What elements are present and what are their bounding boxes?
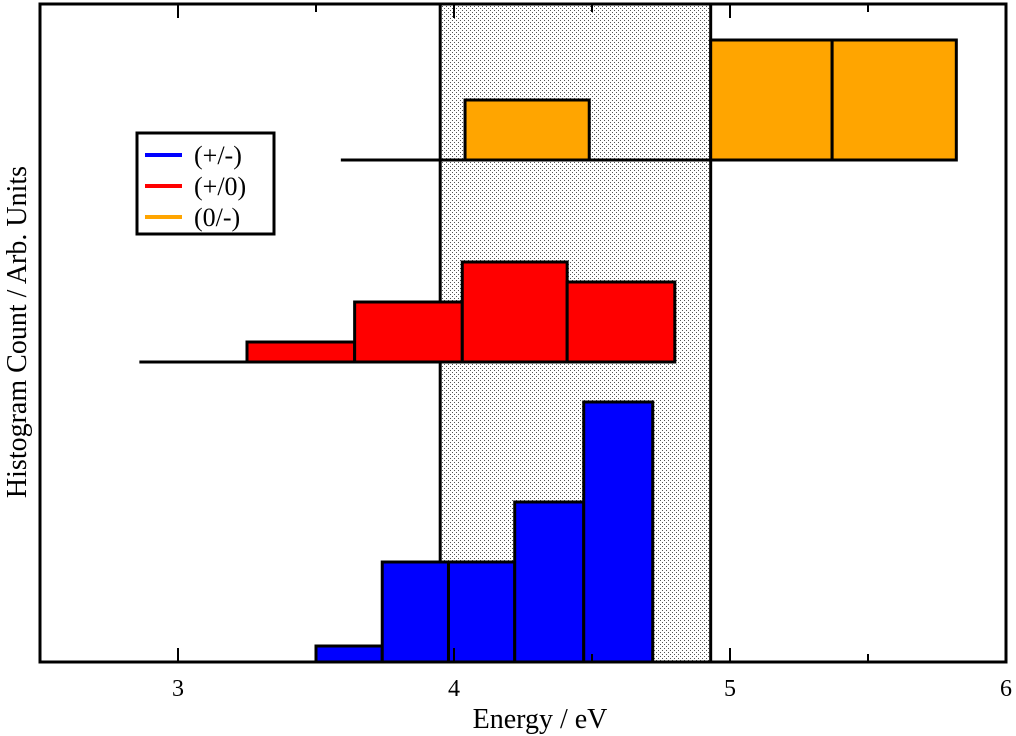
bar-0-3	[830, 38, 958, 162]
bar-0-0	[463, 98, 591, 162]
bar-0-2	[709, 38, 834, 162]
legend-entry: (+/0)	[194, 172, 246, 201]
bar-series-0-4	[582, 400, 655, 664]
bar-0-3	[565, 280, 677, 364]
x-tick-label: 4	[448, 676, 460, 702]
bar-series-0-3	[513, 500, 586, 664]
legend-entry: (+/-)	[194, 141, 242, 170]
bar-0-1	[353, 300, 464, 364]
legend: (+/-)(+/0)(0/-)	[135, 131, 276, 236]
x-tick-label: 6	[1000, 676, 1012, 702]
bar-series-0-0	[314, 644, 384, 664]
plot-frame	[38, 2, 1008, 664]
legend-entry: (0/-)	[194, 203, 240, 232]
x-tick-label: 3	[172, 676, 184, 702]
bar-0-0	[245, 340, 357, 364]
x-axis-label: Energy / eV	[473, 704, 608, 735]
x-tick-label: 5	[724, 676, 736, 702]
bar-series-0-2	[446, 560, 517, 664]
bar-0-2	[460, 260, 569, 364]
bar-series-0-1	[380, 560, 450, 664]
y-axis-label: Histogram Count / Arb. Units	[2, 166, 33, 498]
